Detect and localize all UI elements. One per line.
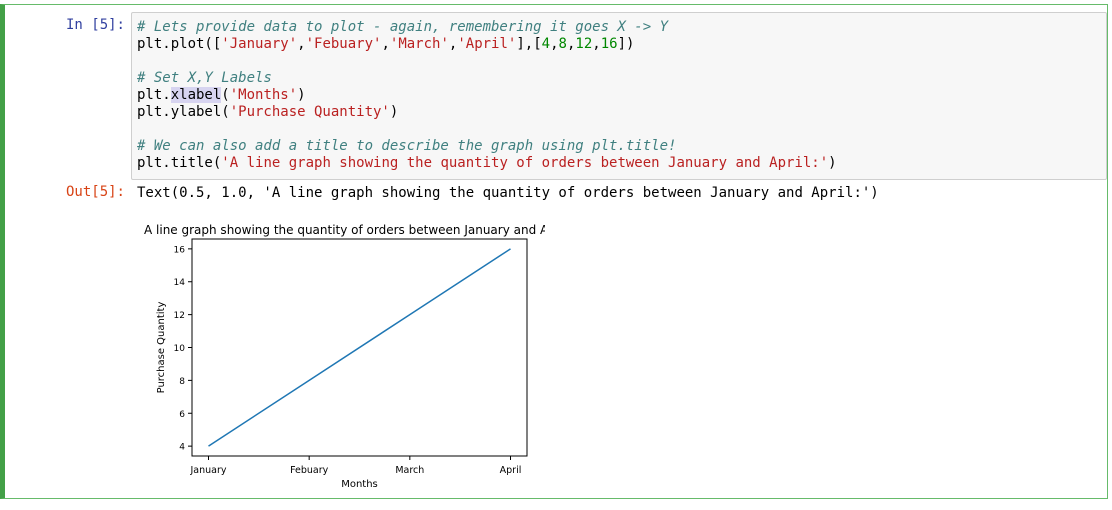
code-token: ) — [297, 87, 306, 103]
y-tick-label: 6 — [179, 410, 185, 420]
code-line: plt.plot(['January','Febuary','March','A… — [137, 36, 634, 52]
code-token: 'Purchase Quantity' — [229, 104, 390, 120]
notebook-cell[interactable]: In [5]: # Lets provide data to plot - ag… — [0, 4, 1108, 499]
code-token: plt. — [137, 87, 171, 103]
y-tick-label: 4 — [179, 443, 185, 453]
y-tick-label: 16 — [174, 245, 186, 255]
code-line: # Lets provide data to plot - again, rem… — [137, 19, 668, 35]
code-token: 8 — [558, 36, 567, 52]
code-token: 'March' — [389, 36, 449, 52]
y-tick-label: 14 — [174, 278, 186, 288]
x-axis: January Febuary March April — [189, 456, 521, 476]
x-tick-label: March — [395, 465, 424, 476]
series-line — [208, 248, 511, 447]
code-token: 'Months' — [229, 87, 298, 103]
output-prompt: Out[5]: — [65, 184, 125, 200]
code-line: plt.title('A line graph showing the quan… — [137, 155, 837, 171]
code-token: , — [566, 36, 576, 52]
output-text: Text(0.5, 1.0, 'A line graph showing the… — [137, 185, 879, 201]
x-tick-label: Febuary — [290, 465, 329, 476]
series-lines — [208, 248, 511, 447]
code-token: ],[ — [516, 36, 542, 52]
y-axis: 4 6 8 10 12 14 16 — [174, 245, 192, 453]
code-token: ) — [389, 104, 399, 120]
code-token: plt.title( — [137, 155, 222, 171]
code-token: ) — [828, 155, 837, 171]
code-token: # Set X,Y Labels — [137, 70, 272, 86]
code-token: plt.ylabel( — [137, 104, 230, 120]
code-token: # We can also add a title to describe th… — [137, 138, 677, 154]
code-token: 16 — [600, 36, 618, 52]
code-token: ( — [221, 87, 230, 103]
code-token: 'January' — [221, 36, 298, 52]
code-line: # We can also add a title to describe th… — [137, 138, 676, 154]
x-axis-label: Months — [341, 479, 378, 490]
code-token: # Lets provide data to plot - again, rem… — [137, 19, 669, 35]
code-line: plt.ylabel('Purchase Quantity') — [137, 104, 398, 120]
code-token: 'April' — [457, 36, 517, 52]
line-chart: A line graph showing the quantity of ord… — [144, 223, 545, 490]
code-token: , — [592, 36, 601, 52]
y-tick-label: 8 — [179, 377, 185, 387]
y-tick-label: 12 — [174, 311, 185, 321]
code-token: , — [550, 36, 559, 52]
code-token: plt.plot([ — [137, 36, 222, 52]
code-token: 'A line graph showing the quantity of or… — [221, 155, 829, 171]
code-token: , — [381, 36, 390, 52]
code-token: 'Febuary' — [305, 36, 382, 52]
code-text[interactable]: # Lets provide data to plot - again, rem… — [137, 19, 837, 172]
x-tick-label: April — [500, 465, 522, 476]
code-token: 4 — [541, 36, 551, 52]
code-token: xlabel — [170, 87, 222, 103]
input-prompt: In [5]: — [65, 17, 125, 33]
code-token: ]) — [617, 36, 635, 52]
code-token: 12 — [575, 36, 593, 52]
x-tick-label: January — [189, 465, 226, 476]
y-tick-label: 10 — [174, 344, 186, 354]
code-line: plt.xlabel('Months') — [137, 87, 306, 103]
y-axis-label: Purchase Quantity — [156, 302, 167, 394]
chart-title: A line graph showing the quantity of ord… — [144, 223, 545, 237]
code-line: # Set X,Y Labels — [137, 70, 272, 86]
code-editor[interactable]: # Lets provide data to plot - again, rem… — [131, 12, 1107, 180]
code-token: , — [297, 36, 306, 52]
code-token: , — [448, 36, 458, 52]
